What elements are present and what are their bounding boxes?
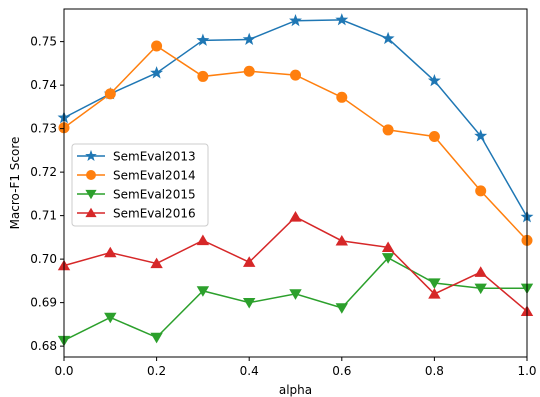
data-point-semeval2013 (335, 13, 349, 26)
legend-box (71, 143, 209, 227)
legend-label: SemEval2014 (113, 169, 196, 183)
data-point-semeval2015 (428, 278, 441, 289)
data-point-semeval2016 (474, 266, 487, 277)
legend: SemEval2013 SemEval2014 SemEval2015 SemEval… (71, 143, 209, 227)
legend-marker (85, 207, 97, 218)
data-point-semeval2013 (427, 73, 441, 87)
data-point-semeval2013 (474, 129, 488, 142)
x-tick-label: 0.2 (147, 364, 166, 378)
data-point-semeval2015 (474, 283, 487, 295)
legend-label: SemEval2015 (113, 188, 196, 202)
x-tick-label: 0.8 (425, 364, 444, 378)
y-axis: 0.68 0.69 0.70 0.71 0.72 0.73 0.74 0.75 (30, 35, 64, 353)
data-point-semeval2016 (428, 288, 441, 299)
data-point-semeval2016 (243, 256, 256, 267)
data-point-semeval2015 (150, 332, 163, 344)
legend-item-semeval2016: SemEval2016 (77, 207, 196, 221)
y-tick-label: 0.74 (30, 78, 57, 92)
legend-item-semeval2014: SemEval2014 (77, 169, 196, 183)
data-point-semeval2016 (196, 234, 210, 246)
data-point-semeval2014 (382, 124, 394, 136)
x-axis: 0.0 0.2 0.4 0.6 0.8 1.0 (54, 357, 537, 378)
data-point-semeval2013 (289, 13, 302, 27)
data-point-semeval2014 (290, 69, 301, 81)
data-point-semeval2015 (335, 303, 348, 314)
series-semeval2014 (58, 40, 533, 246)
x-tick-label: 0.4 (240, 364, 259, 378)
x-axis-title: alpha (279, 383, 312, 397)
series-semeval2016 (57, 211, 534, 316)
legend-marker (85, 149, 97, 161)
data-point-semeval2016 (381, 241, 395, 253)
data-point-semeval2014 (475, 185, 487, 197)
data-point-semeval2016 (104, 246, 117, 258)
legend-marker (86, 170, 96, 180)
data-point-semeval2013 (196, 33, 210, 46)
y-tick-label: 0.68 (30, 339, 57, 353)
data-point-semeval2013 (150, 66, 164, 79)
series-semeval2015 (57, 253, 534, 347)
x-tick-label: 0.0 (54, 364, 73, 378)
data-point-semeval2015 (381, 253, 395, 264)
x-tick-label: 0.6 (332, 364, 351, 378)
plot-frame (63, 8, 528, 358)
data-point-semeval2013 (381, 31, 395, 45)
x-tick-label: 1.0 (517, 364, 536, 378)
data-point-semeval2016 (150, 257, 163, 269)
series-layer (57, 13, 534, 347)
data-point-semeval2015 (289, 289, 302, 300)
data-point-semeval2016 (289, 211, 302, 222)
data-point-semeval2016 (335, 234, 348, 246)
data-point-semeval2014 (151, 40, 163, 52)
data-point-semeval2015 (243, 297, 256, 309)
data-point-semeval2014 (197, 70, 209, 82)
data-point-semeval2014 (104, 88, 116, 100)
y-axis-title: Macro-F1 Score (8, 137, 22, 230)
legend-item-semeval2015: SemEval2015 (77, 188, 196, 202)
legend-label: SemEval2013 (113, 150, 196, 164)
data-point-semeval2013 (242, 32, 256, 45)
y-tick-label: 0.70 (30, 252, 57, 266)
y-tick-label: 0.71 (30, 209, 57, 223)
data-point-semeval2015 (196, 286, 210, 297)
y-tick-label: 0.73 (30, 122, 57, 136)
y-tick-label: 0.75 (30, 35, 57, 49)
legend-marker (85, 189, 97, 200)
y-tick-label: 0.69 (30, 296, 57, 310)
legend-label: SemEval2016 (113, 207, 196, 221)
y-tick-label: 0.72 (30, 165, 57, 179)
data-point-semeval2014 (336, 91, 348, 103)
data-point-semeval2015 (104, 312, 117, 324)
data-point-semeval2014 (243, 65, 255, 77)
legend-item-semeval2013: SemEval2013 (77, 150, 196, 164)
data-point-semeval2014 (428, 130, 440, 142)
